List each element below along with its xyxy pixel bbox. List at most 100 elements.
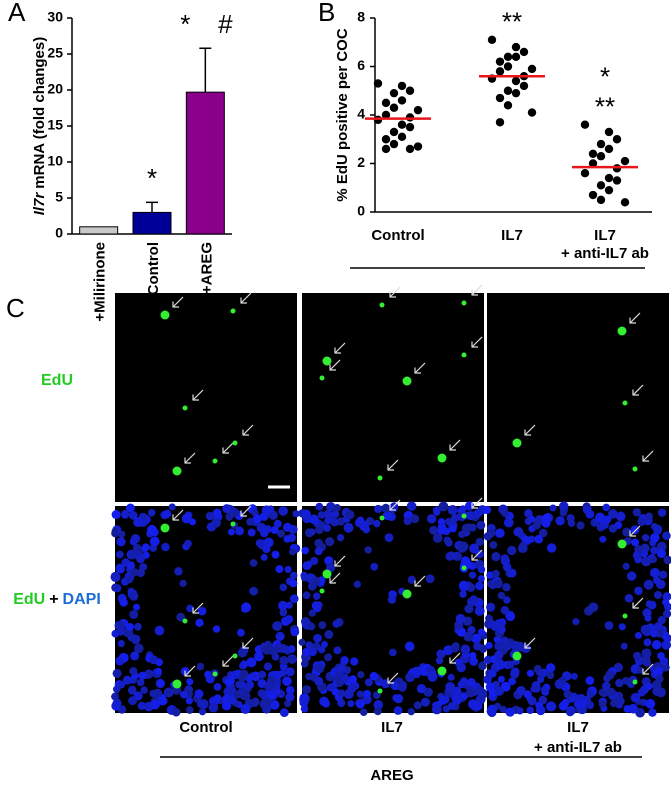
data-point: [527, 108, 537, 117]
y-tick-label: 4: [357, 106, 365, 122]
nucleus: [147, 524, 157, 535]
nucleus: [111, 510, 121, 520]
arrow: [524, 424, 536, 436]
nucleus: [309, 514, 319, 525]
nucleus: [111, 701, 121, 711]
nucleus: [630, 692, 641, 703]
arrow: [242, 637, 254, 649]
nucleus: [576, 699, 587, 709]
nucleus: [121, 510, 130, 519]
panel-label: B: [318, 0, 335, 27]
nucleus: [126, 622, 134, 631]
nucleus: [278, 506, 288, 516]
nucleus: [337, 698, 346, 708]
nucleus: [493, 579, 503, 589]
edu-spot: [622, 400, 628, 406]
nucleus: [468, 523, 477, 532]
nucleus: [176, 612, 186, 622]
nucleus: [620, 642, 628, 650]
nucleus: [643, 579, 654, 590]
data-point: [389, 139, 399, 149]
nucleus: [196, 662, 205, 671]
nucleus: [595, 512, 606, 523]
nucleus: [133, 643, 144, 654]
nucleus: [333, 503, 341, 512]
edu-spot: [212, 671, 218, 677]
nucleus: [633, 651, 642, 660]
nucleus: [128, 685, 137, 695]
nucleus: [432, 701, 440, 709]
nucleus: [598, 700, 607, 708]
nucleus: [618, 623, 626, 631]
nucleus: [130, 534, 141, 544]
nucleus: [438, 501, 449, 512]
data-point: [381, 98, 391, 108]
nucleus: [649, 555, 658, 564]
nucleus: [651, 640, 662, 650]
arrow-head: [449, 657, 456, 664]
y-tick-label: 20: [47, 81, 63, 97]
arrow-head: [172, 301, 179, 308]
nucleus: [259, 512, 268, 521]
nucleus: [601, 681, 611, 691]
nucleus: [615, 678, 624, 688]
nucleus: [491, 552, 501, 562]
data-point: [511, 76, 521, 86]
nucleus: [478, 688, 489, 699]
nucleus: [279, 656, 289, 666]
data-point: [381, 144, 391, 154]
nucleus: [576, 521, 585, 530]
arrow: [172, 509, 184, 521]
nucleus: [407, 708, 415, 716]
nucleus: [249, 586, 259, 596]
nucleus: [546, 671, 555, 680]
edu-spot: [322, 569, 332, 579]
nucleus: [641, 654, 651, 665]
data-point: [397, 132, 407, 142]
nucleus: [237, 648, 247, 658]
nucleus: [233, 670, 241, 678]
nucleus: [494, 686, 504, 696]
nucleus: [458, 530, 466, 539]
column-label: + anti-IL7 ab: [534, 739, 622, 756]
nucleus: [485, 614, 493, 622]
nucleus: [456, 662, 466, 673]
arrow: [222, 655, 234, 667]
nucleus: [373, 707, 382, 716]
nucleus: [133, 517, 144, 528]
nucleus: [634, 632, 642, 640]
y-tick-label: 30: [47, 9, 63, 25]
nucleus: [436, 649, 445, 658]
arrow-head: [524, 429, 531, 436]
nucleus: [662, 592, 671, 601]
nucleus: [305, 641, 314, 649]
nucleus: [464, 511, 473, 520]
nucleus: [285, 601, 293, 609]
nucleus: [433, 508, 441, 516]
bar: [132, 211, 172, 235]
nucleus: [526, 669, 535, 677]
nucleus: [125, 575, 134, 584]
nucleus: [452, 694, 462, 705]
edu-spot: [461, 513, 467, 519]
nucleus: [283, 535, 292, 543]
nucleus: [323, 524, 331, 532]
nucleus: [622, 562, 630, 570]
nucleus: [246, 680, 255, 689]
nucleus: [324, 653, 333, 662]
nucleus: [630, 525, 640, 535]
nucleus: [631, 538, 640, 547]
nucleus: [168, 503, 176, 511]
micrograph: [115, 293, 297, 502]
nucleus: [262, 645, 272, 655]
nucleus: [524, 509, 533, 518]
nucleus: [443, 536, 452, 545]
annotation: *: [180, 9, 190, 39]
data-point: [519, 47, 529, 57]
arrow-head: [329, 364, 336, 371]
group-label: AREG: [370, 767, 413, 784]
arrow: [632, 384, 644, 396]
row-label: EdU + DAPI: [13, 591, 101, 608]
nucleus: [194, 689, 204, 699]
